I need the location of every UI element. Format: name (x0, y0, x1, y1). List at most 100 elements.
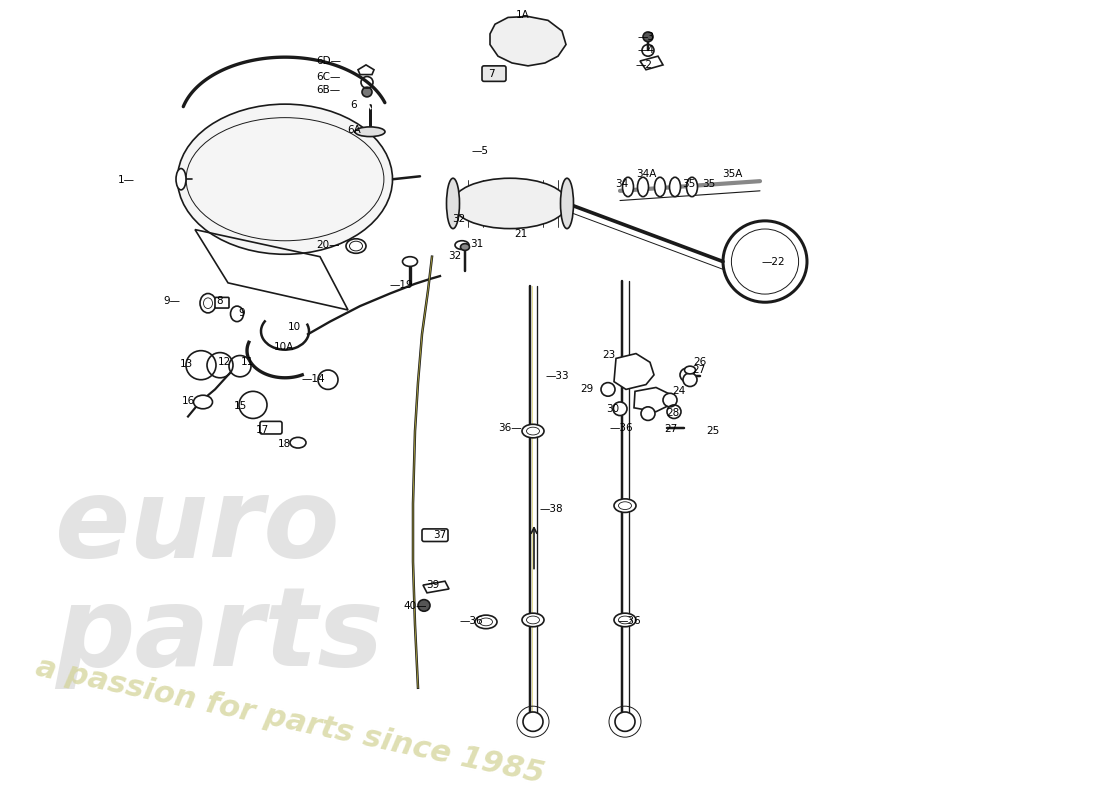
Text: —3: —3 (638, 32, 654, 42)
Polygon shape (424, 582, 449, 593)
Text: 10: 10 (288, 322, 301, 333)
Text: 9—: 9— (163, 296, 180, 306)
Text: 17: 17 (256, 425, 270, 435)
Polygon shape (490, 17, 566, 66)
Ellipse shape (670, 178, 681, 197)
Text: 30: 30 (606, 404, 619, 414)
Text: —2: —2 (635, 60, 652, 70)
Text: 10A: 10A (274, 342, 295, 352)
Text: 39: 39 (426, 580, 439, 590)
Ellipse shape (452, 178, 568, 229)
Text: 23: 23 (602, 350, 615, 359)
Text: 13: 13 (180, 359, 194, 370)
Circle shape (613, 402, 627, 415)
Ellipse shape (522, 424, 544, 438)
Circle shape (615, 712, 635, 731)
Text: 40—: 40— (403, 602, 427, 611)
Ellipse shape (176, 169, 186, 190)
Circle shape (418, 600, 430, 611)
Text: 37: 37 (433, 530, 447, 540)
Ellipse shape (177, 104, 393, 254)
Circle shape (644, 32, 653, 42)
Text: 7: 7 (488, 69, 495, 78)
Text: 34A: 34A (636, 170, 657, 179)
Ellipse shape (614, 499, 636, 513)
Text: 16: 16 (182, 396, 196, 406)
FancyBboxPatch shape (214, 298, 229, 308)
Ellipse shape (447, 178, 460, 229)
Text: 15: 15 (234, 401, 248, 411)
Text: 6B—: 6B— (316, 85, 340, 95)
Text: 21: 21 (514, 230, 527, 239)
Text: —38: —38 (540, 503, 563, 514)
Text: a passion for parts since 1985: a passion for parts since 1985 (33, 653, 547, 789)
Ellipse shape (654, 178, 666, 197)
Text: 6C—: 6C— (316, 73, 340, 82)
Ellipse shape (623, 178, 634, 197)
Ellipse shape (475, 615, 497, 629)
Polygon shape (358, 65, 374, 74)
Ellipse shape (614, 613, 636, 626)
Text: 27: 27 (664, 424, 678, 434)
Text: 34: 34 (615, 179, 628, 189)
Text: euro: euro (55, 474, 341, 581)
Text: 18: 18 (278, 438, 292, 449)
Ellipse shape (461, 244, 470, 250)
Text: 1—: 1— (118, 175, 135, 185)
Text: —5: —5 (472, 146, 490, 156)
Text: 28: 28 (666, 408, 680, 418)
Text: 35A: 35A (722, 170, 742, 179)
Text: 26: 26 (693, 358, 706, 367)
Text: parts: parts (55, 582, 384, 689)
Ellipse shape (194, 395, 212, 409)
Text: 25: 25 (706, 426, 719, 436)
Text: 1A: 1A (516, 10, 530, 21)
Ellipse shape (686, 178, 697, 197)
Text: 12: 12 (218, 358, 231, 367)
Circle shape (663, 394, 676, 407)
Ellipse shape (684, 366, 695, 374)
Circle shape (522, 712, 543, 731)
Text: 11: 11 (241, 358, 254, 367)
Text: 6D—: 6D— (316, 56, 341, 66)
Circle shape (683, 373, 697, 386)
Text: 9: 9 (238, 308, 244, 318)
FancyBboxPatch shape (422, 529, 448, 542)
Ellipse shape (561, 178, 573, 229)
Text: 32: 32 (448, 250, 461, 261)
Circle shape (680, 368, 694, 382)
Text: 35: 35 (702, 179, 715, 189)
Text: 29: 29 (580, 385, 593, 394)
Text: 36—: 36— (498, 423, 521, 433)
Ellipse shape (290, 438, 306, 448)
Text: —33: —33 (546, 371, 570, 381)
Polygon shape (614, 354, 654, 390)
Text: 8: 8 (216, 296, 222, 306)
Text: 6: 6 (350, 100, 356, 110)
Text: 31: 31 (470, 239, 483, 249)
Circle shape (641, 407, 654, 421)
Ellipse shape (455, 241, 469, 250)
Ellipse shape (346, 238, 366, 254)
Ellipse shape (522, 613, 544, 626)
Text: —36: —36 (617, 616, 640, 626)
Text: —14: —14 (302, 374, 326, 384)
Text: 20—: 20— (316, 240, 340, 250)
Ellipse shape (231, 306, 243, 322)
Text: 24: 24 (672, 386, 685, 396)
Ellipse shape (200, 294, 216, 313)
Circle shape (601, 382, 615, 396)
Text: 32: 32 (452, 214, 465, 224)
Text: 6A: 6A (346, 125, 361, 135)
Ellipse shape (638, 178, 649, 197)
Ellipse shape (403, 257, 418, 266)
Text: —36: —36 (460, 616, 484, 626)
Text: 35: 35 (682, 179, 695, 189)
Ellipse shape (355, 127, 385, 137)
Circle shape (186, 350, 216, 380)
Text: —36: —36 (610, 423, 634, 433)
Polygon shape (634, 387, 670, 412)
Text: —4: —4 (638, 46, 654, 55)
Text: 27: 27 (692, 365, 705, 375)
FancyBboxPatch shape (482, 66, 506, 82)
